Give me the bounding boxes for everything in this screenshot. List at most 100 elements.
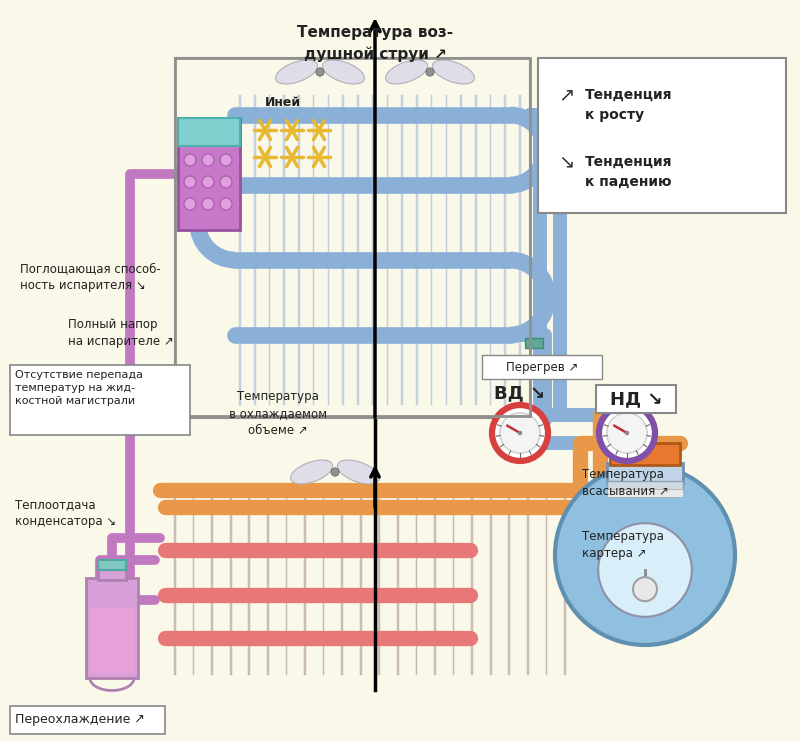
Circle shape (202, 198, 214, 210)
Bar (490, 495, 491, 675)
Circle shape (220, 154, 232, 166)
Bar (269, 95, 270, 405)
Bar (254, 95, 255, 405)
Ellipse shape (386, 60, 428, 84)
Circle shape (220, 198, 232, 210)
Bar (378, 495, 380, 675)
Bar (607, 489, 683, 497)
Bar (460, 95, 462, 405)
Bar (298, 95, 300, 405)
Bar (596, 385, 676, 413)
Bar (230, 495, 231, 675)
Circle shape (202, 154, 214, 166)
Bar (416, 495, 418, 675)
Bar (538, 58, 786, 213)
Bar (175, 58, 530, 416)
Bar (527, 495, 529, 675)
Bar (357, 95, 358, 405)
Bar (239, 95, 241, 405)
Bar (564, 495, 566, 675)
Circle shape (500, 413, 540, 453)
Text: Температура
картера ↗: Температура картера ↗ (582, 530, 664, 560)
Bar (283, 95, 285, 405)
Text: Иней: Иней (265, 96, 301, 110)
Bar (471, 495, 473, 675)
Text: Температура
всасывания ↗: Температура всасывания ↗ (582, 468, 669, 498)
Ellipse shape (290, 460, 333, 484)
Bar (482, 355, 602, 379)
Bar (178, 118, 240, 230)
Circle shape (492, 405, 548, 461)
Bar (434, 495, 436, 675)
Circle shape (607, 413, 647, 453)
Text: ВД ↘: ВД ↘ (494, 384, 546, 402)
Circle shape (184, 198, 196, 210)
Bar (249, 495, 250, 675)
Bar (505, 95, 506, 405)
Bar (610, 443, 680, 465)
Circle shape (184, 176, 196, 188)
Text: Тенденция
к падению: Тенденция к падению (585, 155, 673, 188)
Bar (286, 495, 287, 675)
Bar (322, 495, 324, 675)
Text: Поглощающая способ-
ность испарителя ↘: Поглощающая способ- ность испарителя ↘ (20, 262, 161, 292)
Bar (453, 495, 454, 675)
Text: НД ↘: НД ↘ (610, 390, 662, 408)
Circle shape (555, 465, 735, 645)
Bar (430, 95, 432, 405)
Circle shape (220, 176, 232, 188)
Bar (98, 560, 126, 580)
Bar (342, 495, 343, 675)
Bar (607, 463, 683, 483)
Bar (372, 95, 374, 405)
Text: ↗: ↗ (558, 85, 574, 104)
Text: ↘: ↘ (558, 153, 574, 171)
Circle shape (599, 405, 655, 461)
Circle shape (518, 431, 522, 435)
Ellipse shape (275, 60, 318, 84)
Circle shape (184, 154, 196, 166)
Bar (313, 95, 314, 405)
Ellipse shape (338, 460, 379, 484)
Bar (178, 118, 240, 146)
Circle shape (202, 176, 214, 188)
Bar (386, 95, 388, 405)
Bar (98, 560, 126, 570)
Bar (10, 706, 165, 734)
Bar (475, 95, 477, 405)
Bar (10, 365, 190, 435)
Ellipse shape (322, 60, 365, 84)
Bar (416, 95, 418, 405)
Bar (175, 58, 530, 418)
Bar (211, 495, 213, 675)
Bar (488, 385, 563, 413)
Text: Перегрев ↗: Перегрев ↗ (506, 361, 578, 373)
Text: Теплоотдача
конденсатора ↘: Теплоотдача конденсатора ↘ (15, 498, 116, 528)
Bar (86, 578, 138, 678)
Text: Полный напор
на испарителе ↗: Полный напор на испарителе ↗ (68, 318, 174, 348)
Text: Переохлаждение ↗: Переохлаждение ↗ (15, 714, 145, 726)
Bar (525, 338, 543, 348)
Text: Температура
в охлаждаемом
объеме ↗: Температура в охлаждаемом объеме ↗ (229, 390, 327, 437)
Circle shape (633, 577, 657, 601)
Circle shape (625, 431, 630, 435)
Text: Температура воз-
душной струи ↗: Температура воз- душной струи ↗ (297, 25, 453, 62)
Bar (360, 495, 362, 675)
Bar (607, 481, 683, 491)
Bar (89, 608, 135, 673)
Text: Тенденция
к росту: Тенденция к росту (585, 88, 673, 122)
Bar (328, 95, 330, 405)
Ellipse shape (432, 60, 474, 84)
Bar (397, 495, 398, 675)
Circle shape (331, 468, 339, 476)
Circle shape (598, 523, 692, 617)
Bar (519, 95, 521, 405)
Text: Отсутствие перепада
температур на жид-
костной магистрали: Отсутствие перепада температур на жид- к… (15, 370, 143, 406)
Bar (509, 495, 510, 675)
Bar (267, 495, 269, 675)
Bar (174, 495, 176, 675)
Bar (402, 95, 403, 405)
Circle shape (316, 68, 324, 76)
Bar (490, 95, 491, 405)
Bar (342, 95, 344, 405)
